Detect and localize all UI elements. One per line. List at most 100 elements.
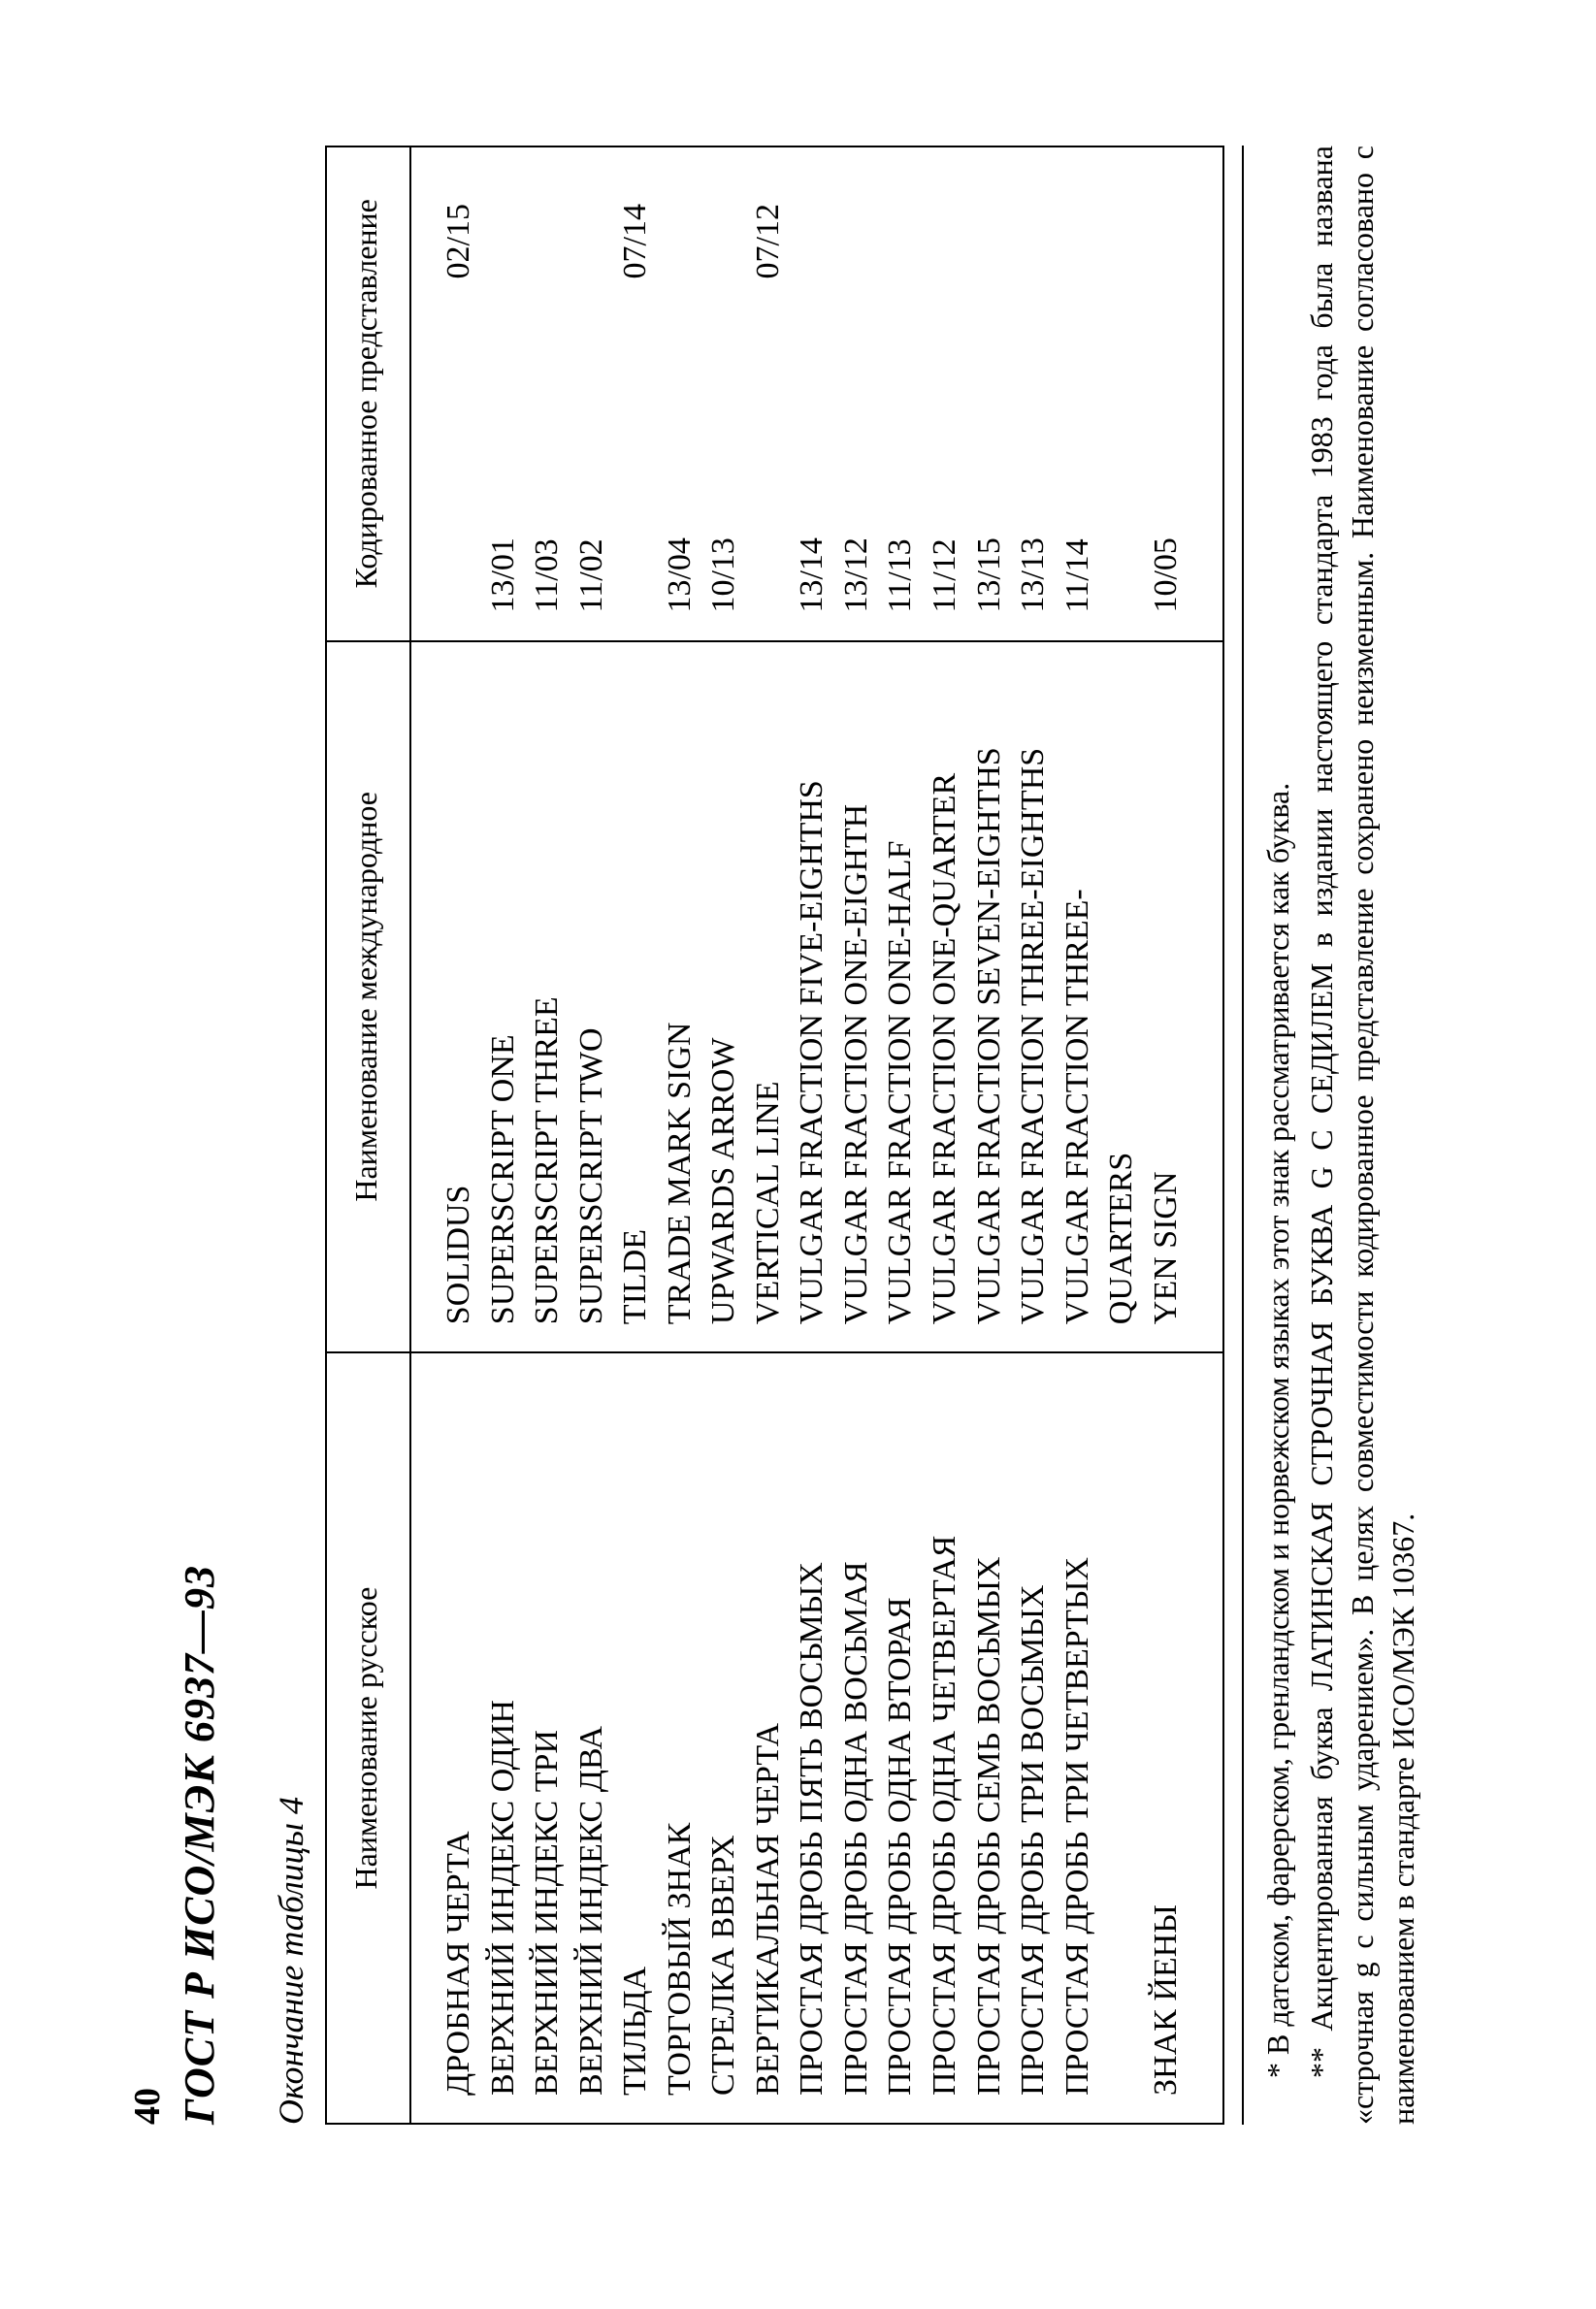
code-col1: 11/03: [525, 497, 570, 613]
code-col1: 11/02: [570, 497, 614, 613]
code-col1: 13/15: [967, 497, 1012, 613]
code-line: 13/01: [481, 165, 526, 613]
ru-line: ПРОСТАЯ ДРОБЬ ОДНА ВОСЬМАЯ: [834, 1371, 879, 2096]
code-col1: 13/14: [790, 497, 834, 613]
code-line: 02/15: [437, 165, 481, 613]
standard-header: ГОСТ Р ИСО/МЭК 6937—93: [175, 146, 224, 2125]
en-line: VULGAR FRACTION THREE-EIGHTHS: [1011, 660, 1056, 1325]
table-body-row: ДРОБНАЯ ЧЕРТАВЕРХНИЙ ИНДЕКС ОДИНВЕРХНИЙ …: [410, 146, 1223, 2124]
en-line: VULGAR FRACTION THREE-: [1056, 660, 1100, 1325]
code-col1: 11/12: [923, 497, 967, 613]
table-caption: Окончание таблицы 4: [271, 146, 311, 2125]
cell-en: SOLIDUSSUPERSCRIPT ONESUPERSCRIPT THREES…: [410, 641, 1223, 1353]
code-col2: [967, 165, 1012, 497]
code-line: 13/14: [790, 165, 834, 613]
code-col1: [613, 497, 658, 613]
code-col1: [1099, 497, 1144, 613]
ru-line: ПРОСТАЯ ДРОБЬ ОДНА ЧЕТВЕРТАЯ: [923, 1371, 967, 2096]
page-content-rotated: 40 ГОСТ Р ИСО/МЭК 6937—93 Окончание табл…: [0, 0, 1596, 2309]
code-line: 07/12: [746, 165, 791, 613]
code-line: 11/03: [525, 165, 570, 613]
code-line: 11/13: [878, 165, 923, 613]
en-line: VULGAR FRACTION SEVEN-EIGHTHS: [967, 660, 1012, 1325]
code-col2: 02/15: [437, 165, 481, 497]
en-line: TILDE: [613, 660, 658, 1325]
code-line: 11/12: [923, 165, 967, 613]
ru-line: ПРОСТАЯ ДРОБЬ ОДНА ВТОРАЯ: [878, 1371, 923, 2096]
cell-ru: ДРОБНАЯ ЧЕРТАВЕРХНИЙ ИНДЕКС ОДИНВЕРХНИЙ …: [410, 1352, 1223, 2124]
code-col1: 13/12: [834, 497, 879, 613]
ru-line: ПРОСТАЯ ДРОБЬ ПЯТЬ ВОСЬМЫХ: [790, 1371, 834, 2096]
code-line: 10/05: [1144, 165, 1189, 613]
en-line: VERTICAL LINE: [746, 660, 791, 1325]
code-col2: [878, 165, 923, 497]
code-col1: 10/13: [701, 497, 746, 613]
code-col2: [570, 165, 614, 497]
ru-line: ПРОСТАЯ ДРОБЬ СЕМЬ ВОСЬМЫХ: [967, 1371, 1012, 2096]
code-line: 13/04: [658, 165, 702, 613]
col-header-ru: Наименование русское: [326, 1352, 410, 2124]
code-col1: 13/13: [1011, 497, 1056, 613]
code-col1: 13/01: [481, 497, 526, 613]
en-line: UPWARDS ARROW: [701, 660, 746, 1325]
main-table: Наименование русское Наименование междун…: [325, 146, 1224, 2125]
code-line: 11/14: [1056, 165, 1100, 613]
code-col2: [1144, 165, 1189, 497]
en-line: SUPERSCRIPT ONE: [481, 660, 526, 1325]
code-col1: 11/13: [878, 497, 923, 613]
code-col2: [790, 165, 834, 497]
page-number: 40: [126, 146, 169, 2125]
code-col1: [746, 497, 791, 613]
en-line: SUPERSCRIPT THREE: [525, 660, 570, 1325]
code-line: 13/13: [1011, 165, 1056, 613]
ru-line: [1099, 1371, 1144, 2096]
ru-line: ВЕРХНИЙ ИНДЕКС ТРИ: [525, 1371, 570, 2096]
cell-code: 02/1513/01 11/03 11/02 07/1413/04 10/13 …: [410, 146, 1223, 641]
ru-line: ТИЛЬДА: [613, 1371, 658, 2096]
en-line: SOLIDUS: [437, 660, 481, 1325]
code-col2: [525, 165, 570, 497]
code-col2: [923, 165, 967, 497]
footnote: * В датском, фарерском, гренландском и н…: [1257, 146, 1298, 2125]
code-col2: [701, 165, 746, 497]
ru-line: ТОРГОВЫЙ ЗНАК: [658, 1371, 702, 2096]
en-line: VULGAR FRACTION ONE-EIGHTH: [834, 660, 879, 1325]
ru-line: ПРОСТАЯ ДРОБЬ ТРИ ЧЕТВЕРТЫХ: [1056, 1371, 1100, 2096]
code-line: 07/14: [613, 165, 658, 613]
code-col2: [1056, 165, 1100, 497]
code-line: 13/12: [834, 165, 879, 613]
en-line: TRADE MARK SIGN: [658, 660, 702, 1325]
code-col2: 07/14: [613, 165, 658, 497]
footnote: ** Акцентированная буква ЛАТИНСКАЯ СТРОЧ…: [1301, 146, 1424, 2125]
ru-line: ДРОБНАЯ ЧЕРТА: [437, 1371, 481, 2096]
code-col2: [1011, 165, 1056, 497]
col-header-en: Наименование международное: [326, 641, 410, 1353]
ru-line: ВЕРТИКАЛЬНАЯ ЧЕРТА: [746, 1371, 791, 2096]
en-line: YEN SIGN: [1144, 660, 1189, 1325]
en-line: VULGAR FRACTION FIVE-EIGHTHS: [790, 660, 834, 1325]
table-header-row: Наименование русское Наименование междун…: [326, 146, 410, 2124]
page: 40 ГОСТ Р ИСО/МЭК 6937—93 Окончание табл…: [0, 0, 1596, 2309]
code-col2: [481, 165, 526, 497]
ru-line: ВЕРХНИЙ ИНДЕКС ОДИН: [481, 1371, 526, 2096]
en-line: VULGAR FRACTION ONE-QUARTER: [923, 660, 967, 1325]
code-col1: [437, 497, 481, 613]
code-line: [1099, 165, 1144, 613]
ru-line: ВЕРХНИЙ ИНДЕКС ДВА: [570, 1371, 614, 2096]
code-col2: [658, 165, 702, 497]
ru-line: ПРОСТАЯ ДРОБЬ ТРИ ВОСЬМЫХ: [1011, 1371, 1056, 2096]
code-col2: 07/12: [746, 165, 791, 497]
en-line: QUARTERS: [1099, 660, 1144, 1325]
ru-line: ЗНАК ЙЕНЫ: [1144, 1371, 1189, 2096]
footnotes: * В датском, фарерском, гренландском и н…: [1242, 146, 1423, 2125]
code-line: 10/13: [701, 165, 746, 613]
code-col2: [834, 165, 879, 497]
code-col1: 10/05: [1144, 497, 1189, 613]
code-col1: 11/14: [1056, 497, 1100, 613]
code-col2: [1099, 165, 1144, 497]
code-col1: 13/04: [658, 497, 702, 613]
code-line: 11/02: [570, 165, 614, 613]
code-line: 13/15: [967, 165, 1012, 613]
en-line: SUPERSCRIPT TWO: [570, 660, 614, 1325]
ru-line: СТРЕЛКА ВВЕРХ: [701, 1371, 746, 2096]
